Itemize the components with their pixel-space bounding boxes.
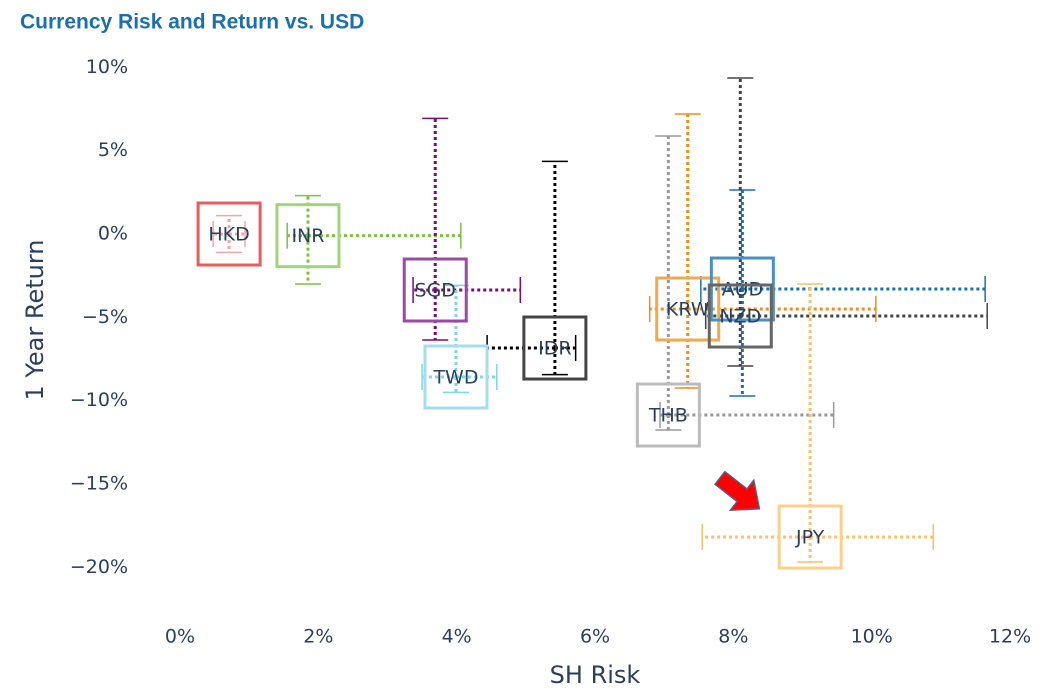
plot-area: 0% 2% 4% 6% 8% 10% 12% 10% 5% 0% −5% −10% −15% −20% HK… (70, 56, 1031, 648)
point-label: INR (291, 225, 324, 247)
point-marker (777, 504, 843, 570)
point-label: TWD (432, 367, 478, 389)
point-marker (635, 382, 701, 448)
point-marker (709, 256, 775, 322)
point-marker (423, 344, 489, 410)
x-axis-title: SH Risk (550, 661, 641, 689)
y-tick-label: −15% (70, 473, 128, 495)
point-marker (707, 283, 773, 349)
point-label: JPY (795, 527, 825, 549)
y-tick-label: −5% (82, 306, 128, 328)
point-marker (402, 257, 468, 323)
point-label: HKD (208, 224, 249, 246)
x-tick-label: 6% (580, 626, 610, 648)
arrow-annotation (714, 470, 761, 512)
point-marker (275, 203, 341, 269)
point-label: SGD (415, 280, 456, 302)
point-label: AUD (722, 279, 764, 301)
point-label: IDR (538, 338, 571, 360)
y-axis-title: 1 Year Return (21, 240, 49, 401)
x-tick-label: 10% (851, 626, 893, 648)
y-tick-label: −20% (70, 556, 128, 578)
x-tick-label: 2% (303, 626, 333, 648)
x-tick-label: 0% (165, 626, 195, 648)
y-tick-label: 10% (86, 56, 128, 78)
y-tick-label: −10% (70, 389, 128, 411)
point-label: KRW (666, 299, 710, 321)
x-tick-label: 4% (442, 626, 472, 648)
y-tick-label: 5% (98, 139, 128, 161)
x-tick-label: 12% (989, 626, 1031, 648)
y-tick-label: 0% (98, 223, 128, 245)
chart-title: Currency Risk and Return vs. USD (20, 11, 364, 34)
point-marker (522, 315, 588, 381)
x-tick-label: 8% (718, 626, 748, 648)
point-label: THB (648, 405, 688, 427)
point-marker (196, 201, 262, 267)
point-marker (655, 276, 721, 342)
point-label: NZD (719, 306, 761, 328)
